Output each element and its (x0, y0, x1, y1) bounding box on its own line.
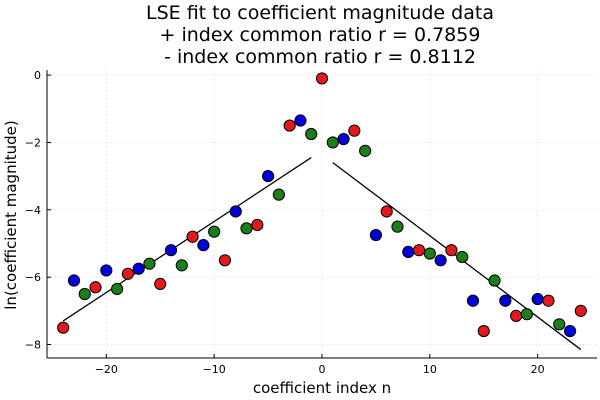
chart-title: LSE fit to coefficient magnitude data + … (146, 2, 494, 68)
data-point (466, 294, 480, 307)
x-tick-label: −10 (203, 363, 226, 376)
data-point (456, 250, 469, 264)
data-point (154, 277, 167, 290)
data-point (57, 321, 70, 334)
grid (47, 70, 597, 358)
data-point (208, 225, 221, 238)
data-point (283, 119, 296, 132)
data-point (132, 262, 145, 275)
data-point (563, 324, 577, 338)
data-point (261, 170, 275, 183)
data-point (326, 136, 339, 149)
data-point (445, 244, 458, 257)
data-point (175, 259, 188, 272)
data-point (164, 244, 178, 257)
data-point (402, 245, 415, 258)
x-axis-label: coefficient index n (253, 379, 391, 397)
data-point (520, 308, 534, 321)
data-point (510, 309, 523, 322)
data-point (531, 292, 544, 306)
data-point (305, 127, 318, 141)
data-point (412, 244, 426, 257)
x-tick-label: −20 (95, 363, 118, 376)
data-point (574, 304, 587, 317)
y-tick-label: 0 (34, 69, 41, 82)
title-line-1: LSE fit to coefficient magnitude data (146, 2, 494, 24)
data-point (121, 267, 134, 280)
data-point (294, 114, 307, 127)
data-point (67, 274, 81, 287)
data-point (369, 228, 383, 242)
data-point (553, 318, 566, 331)
y-tick-label: −6 (25, 271, 41, 284)
data-point (186, 230, 199, 243)
data-point (423, 247, 436, 260)
data-point (110, 282, 124, 296)
y-tick-label: −2 (25, 136, 41, 149)
data-point (218, 254, 232, 267)
data-point (272, 188, 285, 201)
title-line-2: + index common ratio r = 0.7859 (160, 24, 481, 46)
x-tick-label: 0 (319, 363, 326, 376)
data-point (100, 264, 113, 277)
data-point (89, 281, 102, 294)
data-point (240, 222, 253, 235)
data-point (251, 218, 264, 232)
y-tick-label: −4 (25, 204, 41, 217)
axes: −20 −10 0 10 20 0 −2 −4 −6 −8 (25, 69, 597, 376)
data-point (434, 254, 447, 267)
data-point (542, 294, 555, 307)
y-tick-label: −8 (25, 339, 41, 352)
title-line-3: - index common ratio r = 0.8112 (164, 46, 476, 68)
data-point (380, 205, 393, 218)
data-point (499, 294, 512, 307)
data-point (488, 274, 501, 287)
data-point (78, 287, 91, 301)
data-point (143, 257, 156, 270)
data-point (315, 72, 329, 85)
data-point (359, 144, 372, 157)
x-tick-label: 10 (423, 363, 437, 376)
data-point (391, 220, 404, 233)
data-point (229, 205, 242, 218)
y-axis-label: ln(coefficient magnitude) (2, 120, 20, 309)
data-point (337, 132, 350, 146)
data-points (57, 72, 587, 338)
data-point (197, 239, 210, 252)
data-point (348, 124, 361, 137)
data-point (477, 324, 490, 338)
x-tick-label: 20 (531, 363, 545, 376)
